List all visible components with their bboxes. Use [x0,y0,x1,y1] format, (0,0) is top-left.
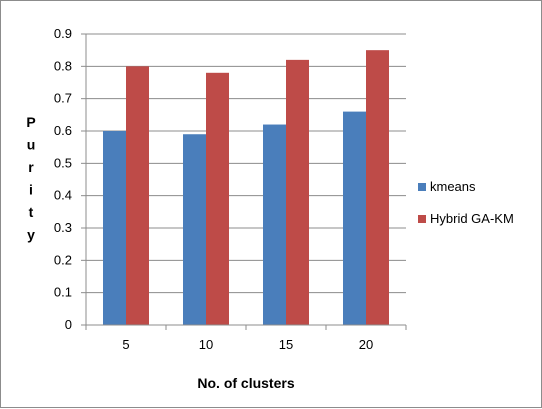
x-tick-label: 15 [279,337,293,352]
y-tick-label: 0.9 [54,26,72,41]
bar-kmeans-20 [343,111,366,325]
x-axis-title: No. of clusters [197,375,294,391]
bar-hybrid-ga-km-10 [206,72,229,325]
y-tick-label: 0.5 [54,155,72,170]
bar-kmeans-15 [263,124,286,326]
legend-swatch [418,183,426,191]
legend-label: Hybrid GA-KM [430,211,514,226]
legend-swatch [418,215,426,223]
x-tick-label: 20 [359,337,373,352]
y-tick-labels: 0 0.1 0.2 0.3 0.4 0.5 0.6 0.7 0.8 0.9 [54,26,72,332]
y-tick-label: 0.4 [54,188,72,203]
bar-hybrid-ga-km-15 [286,59,309,325]
bar-hybrid-ga-km-5 [126,66,149,325]
y-tick-label: 0.3 [54,220,72,235]
y-axis-title-letter: t [29,204,34,220]
x-tick-label: 10 [199,337,213,352]
y-axis-title-letter: u [27,137,36,153]
y-axis-title-letter: y [27,227,35,243]
y-tick-label: 0.7 [54,91,72,106]
axes [85,34,407,330]
legend: kmeans Hybrid GA-KM [418,179,514,226]
y-tick-label: 0 [65,317,72,332]
bar-kmeans-5 [103,131,126,325]
y-tick-label: 0.8 [54,58,72,73]
bar-hybrid-ga-km-20 [366,50,389,326]
y-tick-label: 0.1 [54,285,72,300]
y-axis-title-letter: i [29,182,33,198]
y-tick-label: 0.6 [54,123,72,138]
x-tick-label: 5 [122,337,129,352]
y-tick-label: 0.2 [54,252,72,267]
x-tick-labels: 5 10 15 20 [122,337,373,352]
bars [103,50,389,326]
bar-kmeans-10 [183,134,206,325]
legend-label: kmeans [430,179,476,194]
y-axis-title-letter: P [26,114,35,130]
y-axis-title-letter: r [28,159,34,175]
